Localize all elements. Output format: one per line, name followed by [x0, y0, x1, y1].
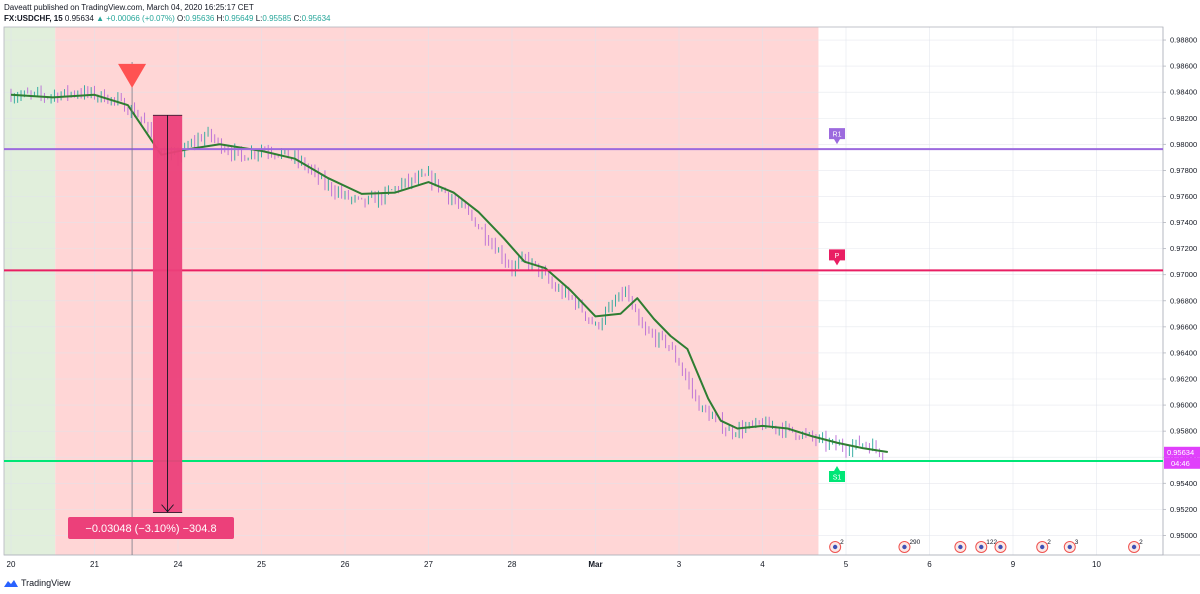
pivot-tag-p	[829, 249, 845, 266]
y-tick-label: 0.98000	[1170, 140, 1197, 149]
y-tick-label: 0.98600	[1170, 62, 1197, 71]
y-tick-label: 0.98800	[1170, 36, 1197, 45]
event-count-label: 2	[1139, 539, 1143, 546]
y-tick-label: 0.97400	[1170, 218, 1197, 227]
grid	[4, 27, 1163, 555]
event-count-label: 290	[909, 539, 920, 546]
measure-arrow-head-icon	[161, 504, 174, 513]
pivot-label-p: P	[835, 253, 840, 260]
last-price-tag	[1164, 446, 1200, 458]
x-tick-label: 24	[174, 560, 183, 569]
y-tick-label: 0.96000	[1170, 401, 1197, 410]
publisher-line: Daveatt published on TradingView.com, Ma…	[4, 3, 254, 12]
time-tag-label: 04:46	[1171, 459, 1190, 468]
measure-label: −0.03048 (−3.10%) −304.8	[85, 523, 216, 535]
x-tick-label: 21	[90, 560, 99, 569]
time-tag	[1164, 457, 1200, 469]
y-tick-label: 0.95800	[1170, 427, 1197, 436]
moving-average-line	[10, 93, 888, 453]
measure-label-box	[68, 517, 234, 539]
pivot-tag-s1	[829, 466, 845, 483]
y-tick-label: 0.95400	[1170, 479, 1197, 488]
event-flag-core-icon	[832, 544, 838, 550]
event-flag-core-icon	[1131, 544, 1137, 550]
last-price: 0.95634	[64, 14, 94, 23]
event-flag-core-icon	[1040, 544, 1045, 550]
x-tick-label: 6	[927, 560, 932, 569]
x-tick-label: 28	[508, 560, 517, 569]
pivot-label-r1: R1	[833, 132, 842, 139]
event-flag-core-icon	[902, 544, 907, 550]
event-count-label: 2	[1047, 539, 1051, 546]
y-tick-label: 0.97800	[1170, 166, 1197, 175]
y-tick-label: 0.95200	[1170, 505, 1197, 514]
session-background	[4, 27, 56, 555]
y-tick-label: 0.98400	[1170, 88, 1197, 97]
tradingview-logo-icon	[4, 579, 18, 587]
x-tick-label: 9	[1011, 560, 1016, 569]
x-tick-label: 10	[1092, 560, 1101, 569]
symbol-line: FX:USDCHF, 15 0.95634 ▲ +0.00066 (+0.07%…	[4, 13, 330, 24]
event-flag-core-icon	[958, 544, 963, 550]
sell-signal-arrow-icon	[118, 63, 147, 88]
pivot-label-s1: S1	[833, 475, 842, 482]
pivot-tag-r1	[829, 128, 845, 145]
y-tick-label: 0.96600	[1170, 322, 1197, 331]
last-price-tag-label: 0.95634	[1167, 448, 1194, 457]
price-change: +0.00066 (+0.07%)	[106, 14, 175, 23]
x-tick-label: 5	[844, 560, 849, 569]
y-tick-label: 0.96200	[1170, 375, 1197, 384]
x-tick-label: Mar	[588, 560, 602, 569]
ohlc-values: O:0.95636 H:0.95649 L:0.95585 C:0.95634	[176, 14, 331, 23]
event-flag-core-icon	[979, 544, 984, 550]
x-tick-label: 27	[424, 560, 433, 569]
y-tick-label: 0.98200	[1170, 114, 1197, 123]
event-flag-core-icon	[1067, 544, 1072, 550]
y-tick-label: 0.96400	[1170, 348, 1197, 357]
y-tick-label: 0.95000	[1170, 531, 1197, 540]
x-tick-label: 25	[257, 560, 266, 569]
x-tick-label: 20	[7, 560, 16, 569]
y-tick-label: 0.96800	[1170, 296, 1197, 305]
footer-brand[interactable]: TradingView	[4, 578, 71, 588]
y-tick-label: 0.97600	[1170, 192, 1197, 201]
x-tick-label: 3	[677, 560, 682, 569]
event-count-label: 122	[986, 539, 997, 546]
x-tick-label: 26	[341, 560, 350, 569]
session-background	[55, 27, 819, 555]
event-flag-core-icon	[998, 544, 1003, 550]
up-triangle-icon: ▲	[96, 14, 104, 23]
y-tick-label: 0.97200	[1170, 244, 1197, 253]
x-tick-label: 4	[760, 560, 765, 569]
event-count-label: 2	[840, 539, 844, 546]
y-tick-label: 0.97000	[1170, 270, 1197, 279]
event-count-label: 3	[1075, 539, 1079, 546]
symbol-label[interactable]: FX:USDCHF, 15	[4, 14, 63, 23]
chart-header: Daveatt published on TradingView.com, Ma…	[4, 2, 330, 24]
brand-label: TradingView	[21, 578, 71, 588]
